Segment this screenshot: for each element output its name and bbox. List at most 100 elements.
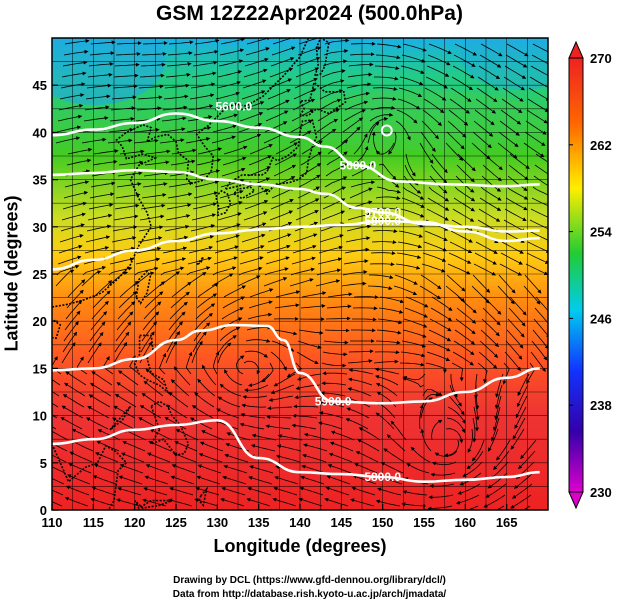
streamline — [420, 274, 442, 290]
streamline — [64, 180, 90, 188]
streamline — [350, 498, 375, 507]
streamline — [494, 395, 502, 421]
streamline — [62, 394, 85, 408]
streamline — [67, 474, 91, 485]
streamline — [300, 304, 326, 309]
coastline — [135, 269, 152, 305]
streamline — [52, 466, 66, 474]
streamline — [275, 290, 301, 298]
streamline — [318, 421, 343, 430]
streamline — [352, 317, 377, 322]
streamline — [114, 331, 130, 353]
x-tick-label: 115 — [83, 515, 104, 530]
streamline — [264, 267, 289, 276]
streamline — [346, 224, 372, 232]
streamline — [52, 356, 62, 375]
streamline — [170, 475, 195, 485]
streamline — [270, 384, 295, 394]
streamline — [426, 351, 451, 362]
streamline — [298, 497, 323, 507]
streamline — [193, 191, 219, 199]
streamline — [447, 120, 467, 138]
streamline — [62, 60, 88, 67]
streamline — [399, 76, 424, 86]
streamline — [522, 505, 531, 510]
streamline — [325, 163, 348, 177]
streamline — [376, 186, 401, 194]
streamline — [212, 351, 220, 375]
streamline — [140, 203, 166, 210]
streamline — [143, 487, 168, 496]
streamline — [85, 417, 109, 430]
streamline — [112, 84, 138, 89]
streamline — [293, 88, 317, 100]
colorbar-bottom-arrow — [568, 491, 584, 510]
streamline — [322, 59, 348, 67]
streamline — [119, 149, 145, 155]
streamline — [301, 140, 323, 155]
streamline — [92, 290, 111, 309]
streamline — [89, 51, 115, 56]
streamline — [64, 39, 90, 45]
streamline — [376, 43, 402, 49]
streamline — [68, 463, 92, 474]
streamline — [426, 65, 450, 77]
streamline — [247, 166, 271, 177]
streamline — [427, 340, 451, 352]
streamline — [191, 71, 217, 78]
streamline — [116, 382, 138, 397]
streamline — [526, 109, 548, 124]
streamline — [528, 230, 548, 242]
streamline — [473, 406, 479, 432]
streamline — [244, 57, 269, 67]
streamline — [70, 440, 94, 452]
streamline — [113, 341, 128, 364]
streamline — [214, 102, 239, 111]
streamline — [505, 54, 528, 68]
streamline — [265, 424, 291, 430]
streamline — [426, 208, 449, 221]
streamline — [90, 181, 116, 188]
streamline — [428, 329, 452, 342]
x-tick-label: 140 — [289, 515, 311, 530]
colorbar-tick-label: 262 — [590, 138, 612, 153]
streamline — [212, 124, 237, 133]
streamline — [319, 89, 344, 100]
streamline — [142, 182, 168, 188]
streamline — [504, 65, 527, 79]
streamline — [219, 190, 244, 199]
streamline — [323, 49, 349, 56]
streamline — [430, 164, 448, 184]
streamline — [473, 263, 497, 276]
streamline — [164, 83, 190, 89]
streamline — [136, 106, 162, 111]
streamline — [249, 465, 274, 474]
streamline — [265, 110, 289, 122]
streamline — [534, 307, 548, 327]
streamline — [87, 72, 113, 78]
streamline — [164, 224, 190, 232]
streamline — [118, 290, 137, 309]
streamline — [321, 362, 347, 368]
streamline — [447, 263, 471, 275]
streamline — [348, 368, 374, 375]
streamline — [424, 87, 447, 101]
streamline — [321, 381, 347, 386]
streamline — [504, 351, 521, 372]
streamline — [347, 387, 372, 397]
streamline — [427, 505, 453, 510]
streamline — [168, 311, 186, 331]
streamline — [327, 464, 352, 474]
streamline — [173, 366, 191, 386]
streamline — [239, 422, 265, 430]
streamline — [117, 301, 136, 320]
streamline — [194, 180, 220, 188]
streamline — [479, 197, 502, 211]
contour-label: 5600.0 — [340, 158, 377, 172]
streamline — [60, 82, 86, 89]
streamline — [422, 109, 442, 127]
streamline — [296, 351, 319, 365]
streamline — [136, 246, 162, 254]
streamline — [271, 46, 296, 56]
streamline — [174, 440, 198, 452]
